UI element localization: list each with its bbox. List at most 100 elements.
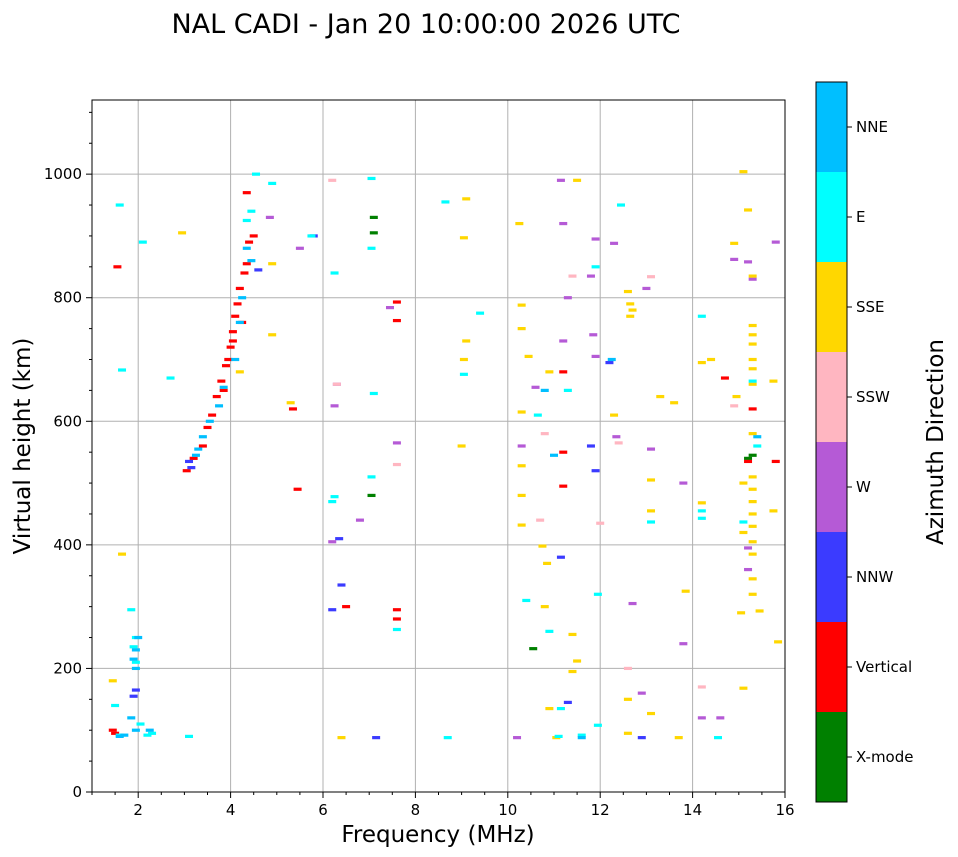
data-point	[697, 360, 706, 365]
data-point	[268, 262, 277, 266]
data-point	[392, 441, 401, 445]
series-nne	[115, 246, 762, 740]
data-point	[131, 728, 140, 732]
data-point	[268, 333, 277, 337]
data-point	[744, 456, 753, 460]
data-point	[111, 703, 120, 708]
data-point	[392, 608, 401, 612]
data-point	[586, 444, 595, 448]
data-point	[593, 723, 602, 727]
data-point	[568, 632, 577, 637]
data-point	[517, 493, 526, 498]
data-point	[637, 691, 646, 695]
data-point	[268, 181, 277, 186]
data-point	[293, 487, 302, 491]
data-point	[748, 552, 757, 556]
data-point	[131, 660, 140, 664]
data-point	[330, 495, 339, 499]
data-point	[198, 435, 207, 439]
colorbar-tick-label: NNE	[856, 118, 888, 136]
data-point	[233, 302, 242, 306]
data-point	[328, 540, 337, 544]
data-point	[337, 736, 346, 740]
data-point	[748, 524, 757, 528]
data-point	[219, 385, 228, 389]
data-point	[219, 388, 228, 392]
data-point	[559, 450, 568, 454]
data-point	[367, 246, 376, 250]
data-point	[138, 240, 147, 244]
data-point	[531, 385, 540, 389]
data-point	[129, 645, 138, 649]
data-point	[748, 453, 757, 457]
data-point	[596, 521, 605, 525]
data-point	[369, 231, 378, 235]
data-point	[226, 345, 235, 349]
azimuth-colorbar: X-mode Vertical NNW W SSW SSE E NNE	[815, 81, 913, 803]
data-point	[563, 296, 572, 300]
data-point	[545, 370, 554, 374]
data-point	[459, 357, 468, 362]
colorbar-segment-x-mode	[816, 712, 847, 802]
data-point	[136, 722, 145, 726]
data-point	[744, 260, 753, 264]
data-point	[247, 259, 256, 263]
data-point	[462, 197, 471, 201]
data-point	[120, 733, 129, 737]
data-point	[134, 635, 143, 640]
data-point	[148, 731, 157, 735]
data-point	[573, 178, 582, 182]
data-point	[242, 246, 251, 250]
data-point	[131, 648, 140, 652]
data-point	[247, 209, 256, 213]
data-point	[118, 368, 127, 372]
chart-title: NAL CADI - Jan 20 10:00:00 2026 UTC	[171, 9, 680, 40]
data-point	[748, 274, 757, 278]
series-sse	[108, 170, 783, 740]
data-point	[328, 500, 337, 504]
data-point	[367, 176, 376, 181]
data-point	[610, 413, 619, 417]
data-point	[231, 314, 240, 318]
data-point	[739, 686, 748, 690]
data-point	[679, 642, 688, 646]
data-point	[118, 552, 127, 556]
data-point	[517, 464, 526, 468]
data-point	[342, 605, 351, 609]
data-point	[185, 734, 194, 738]
data-point	[559, 221, 568, 226]
series-x-mode	[367, 215, 757, 651]
data-point	[242, 218, 251, 223]
y-tick-label: 1000	[44, 165, 82, 183]
data-point	[212, 394, 221, 399]
data-point	[755, 609, 764, 613]
data-point	[224, 357, 233, 362]
data-point	[182, 469, 191, 473]
data-point	[540, 388, 549, 392]
data-point	[591, 354, 600, 359]
data-point	[771, 459, 780, 464]
data-point	[307, 234, 316, 238]
colorbar-segment-nnw	[816, 532, 847, 622]
data-point	[637, 736, 646, 740]
data-point	[739, 481, 748, 485]
data-point	[720, 376, 729, 380]
data-point	[612, 435, 621, 439]
data-point	[732, 394, 741, 399]
data-point	[697, 501, 706, 505]
data-point	[522, 598, 531, 603]
data-point	[674, 736, 683, 740]
data-point	[616, 203, 625, 207]
data-point	[231, 357, 240, 362]
data-point	[748, 379, 757, 383]
data-point	[614, 441, 623, 445]
data-point	[524, 354, 533, 359]
data-point	[771, 240, 780, 244]
data-point	[443, 736, 452, 740]
y-axis-label: Virtual height (km)	[10, 338, 36, 555]
x-tick-label: 2	[133, 801, 143, 819]
data-point	[217, 379, 226, 383]
data-point	[538, 544, 547, 548]
data-point	[208, 413, 217, 417]
data-point	[533, 413, 542, 417]
